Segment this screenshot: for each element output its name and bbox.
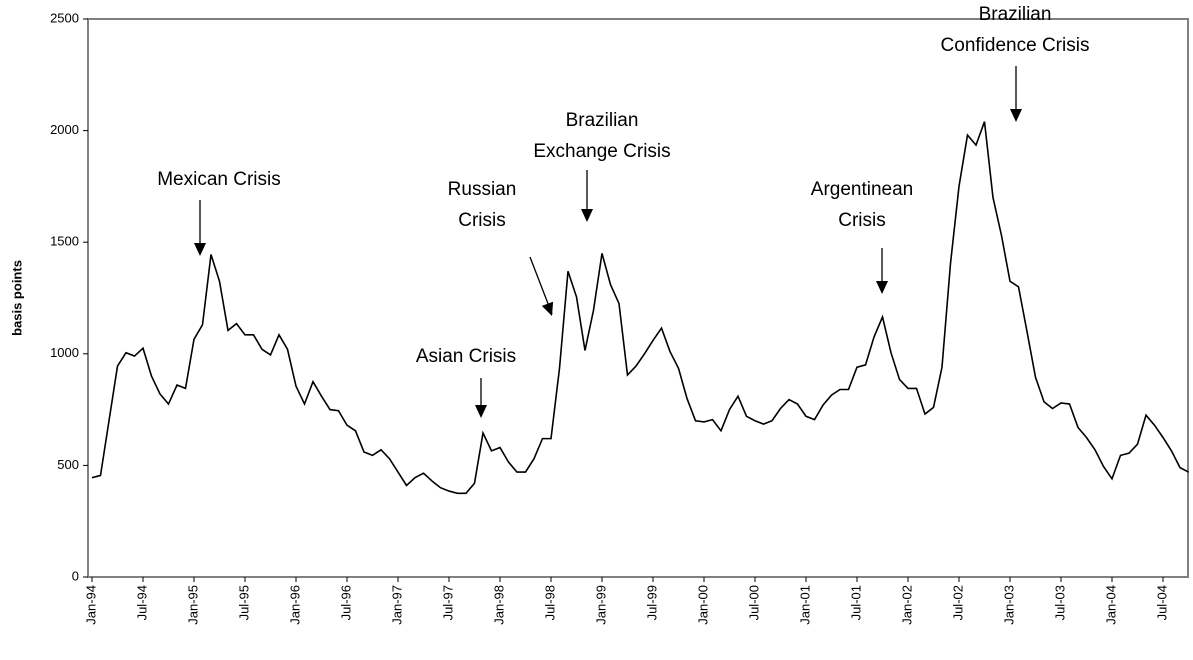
x-tick-label: Jan-98 xyxy=(491,585,506,625)
y-tick-label: 500 xyxy=(57,457,79,472)
x-tick-label: Jul-95 xyxy=(236,585,251,620)
x-tick-label: Jan-97 xyxy=(389,585,404,625)
arrow-head xyxy=(1010,109,1022,122)
x-tick-label: Jan-03 xyxy=(1001,585,1016,625)
annotation: Brazilian xyxy=(979,4,1052,25)
x-tick-label: Jan-01 xyxy=(797,585,812,625)
annotation: Confidence Crisis xyxy=(941,35,1090,56)
x-tick-label: Jan-04 xyxy=(1103,585,1118,625)
x-tick-label: Jul-04 xyxy=(1154,585,1169,620)
arrow-head xyxy=(194,243,206,256)
plot-frame xyxy=(87,18,1189,578)
arrow-head xyxy=(581,209,593,222)
x-tick-label: Jan-00 xyxy=(695,585,710,625)
x-tick-label: Jan-95 xyxy=(185,585,200,625)
x-tick-label: Jul-97 xyxy=(440,585,455,620)
x-tick-label: Jan-96 xyxy=(287,585,302,625)
arrow-head xyxy=(541,301,554,316)
annotation: Argentinean xyxy=(811,179,913,200)
annotation: Crisis xyxy=(458,210,506,231)
annotation: Exchange Crisis xyxy=(533,141,670,162)
x-tick-label: Jan-99 xyxy=(593,585,608,625)
y-tick-label: 1000 xyxy=(50,345,79,360)
x-tick-label: Jul-02 xyxy=(950,585,965,620)
arrow-head xyxy=(876,281,888,294)
annotation: Mexican Crisis xyxy=(157,169,281,190)
line xyxy=(91,121,1189,495)
x-tick-label: Jan-02 xyxy=(899,585,914,625)
annotation: Asian Crisis xyxy=(416,346,516,367)
x-tick-label: Jul-00 xyxy=(746,585,761,620)
annotation: Russian xyxy=(448,179,517,200)
y-tick-label: 2000 xyxy=(50,122,79,137)
y-tick-label: 2500 xyxy=(50,10,79,25)
annotation: Brazilian xyxy=(566,110,639,131)
x-tick-label: Jul-94 xyxy=(134,585,149,620)
arrow-head xyxy=(475,405,487,418)
x-tick-label: Jul-98 xyxy=(542,585,557,620)
x-tick-label: Jul-03 xyxy=(1052,585,1067,620)
y-tick-label: 0 xyxy=(72,568,79,583)
annotation: Crisis xyxy=(838,210,886,231)
x-tick-label: Jul-99 xyxy=(644,585,659,620)
x-tick-label: Jan-94 xyxy=(83,585,98,625)
y-axis-title: basis points xyxy=(9,260,24,336)
x-tick-label: Jul-01 xyxy=(848,585,863,620)
y-tick-label: 1500 xyxy=(50,234,79,249)
x-tick-label: Jul-96 xyxy=(338,585,353,620)
